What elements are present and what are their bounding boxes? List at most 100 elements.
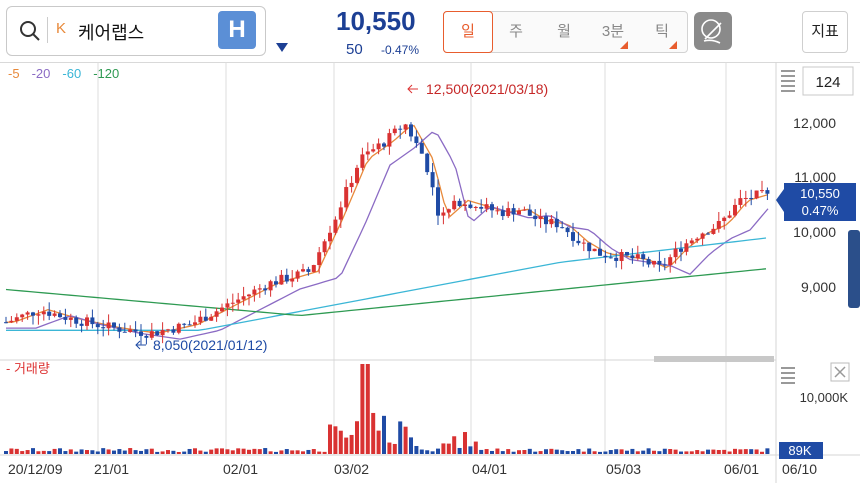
candle-body — [544, 216, 548, 225]
volume-current-tag: 89K — [779, 442, 823, 459]
tab-3min[interactable]: 3분 — [601, 23, 625, 40]
candle-body — [614, 257, 619, 261]
candle-body — [365, 151, 370, 155]
volume-bar — [457, 447, 462, 454]
candle-body — [679, 248, 683, 252]
volume-bar — [452, 436, 457, 454]
volume-bar — [247, 449, 251, 454]
tab-tick[interactable]: 틱 — [655, 23, 669, 40]
price-chart[interactable]: 124 12,000 11,000 10,000 9,000 10,550 0.… — [0, 62, 860, 483]
candle-body — [133, 329, 138, 332]
menu-lines-icon[interactable] — [781, 367, 795, 384]
volume-bar — [571, 451, 575, 454]
volume-bar — [333, 426, 338, 454]
volume-bar — [743, 449, 748, 454]
candle-body — [376, 143, 381, 150]
candle-body — [301, 269, 305, 272]
candle-body — [31, 312, 35, 316]
volume-bar — [538, 451, 543, 454]
volume-bar — [365, 364, 370, 454]
volume-bar — [733, 448, 737, 454]
candle-body — [560, 227, 565, 229]
chart-scrollbar[interactable] — [654, 356, 774, 362]
candle-body — [225, 303, 230, 308]
volume-bar — [479, 449, 484, 454]
current-price-tag: 10,550 0.47% — [776, 183, 856, 221]
volume-bar — [565, 451, 570, 454]
volume-bar — [214, 448, 219, 454]
tab-month[interactable]: 월 — [557, 23, 571, 40]
volume-bar — [382, 415, 386, 454]
drawing-tool-button[interactable] — [694, 12, 732, 50]
candle-body — [517, 210, 521, 215]
candle-body — [765, 190, 770, 194]
candle-body — [209, 316, 214, 321]
candle-body — [479, 206, 484, 209]
volume-bar — [500, 451, 505, 454]
candle-body — [85, 317, 89, 326]
tab-week[interactable]: 주 — [509, 23, 523, 40]
candle-body — [311, 265, 316, 272]
candle-body — [284, 274, 289, 282]
candle-body — [398, 128, 403, 130]
candle-body — [317, 252, 322, 266]
candle-body — [495, 210, 500, 212]
volume-bar — [203, 451, 208, 454]
volume-bar — [522, 450, 527, 454]
candle-body — [101, 327, 106, 329]
candle-body — [58, 313, 62, 318]
volume-bar — [544, 449, 548, 454]
candle-body — [220, 307, 224, 312]
candle-body — [592, 248, 597, 252]
candle-body — [63, 317, 68, 320]
volume-bar — [306, 449, 311, 454]
indicator-button[interactable]: 지표 — [802, 11, 848, 53]
volume-bar — [344, 437, 349, 454]
stock-name: 케어랩스 — [78, 23, 145, 43]
tab-day[interactable]: 일 — [443, 11, 493, 53]
market-badge: K — [56, 20, 67, 37]
candle-body — [463, 204, 467, 207]
candle-body — [662, 264, 667, 266]
candle-body — [473, 206, 478, 208]
svg-text:0.47%: 0.47% — [802, 203, 839, 218]
candle-body — [538, 216, 543, 220]
volume-bar — [749, 449, 754, 454]
volume-bar — [711, 449, 716, 454]
candle-body — [527, 209, 532, 216]
volume-bar — [592, 451, 597, 454]
volume-bar — [144, 449, 149, 454]
candle-body — [457, 200, 462, 207]
volume-bar — [722, 449, 727, 454]
date-label: 04/01 — [472, 461, 507, 477]
date-label: 02/01 — [223, 461, 258, 477]
volume-bar — [635, 451, 640, 454]
volume-bar — [419, 449, 424, 454]
volume-bar — [652, 450, 656, 454]
candle-body — [684, 243, 689, 252]
candle-body — [760, 190, 764, 192]
zoom-control[interactable]: 124 — [781, 66, 854, 96]
candle-body — [171, 329, 176, 333]
candle-body — [128, 329, 133, 333]
volume-bar — [727, 451, 732, 454]
close-icon[interactable] — [830, 362, 850, 382]
price-change-rate: -0.47% — [381, 43, 420, 57]
candle-body — [328, 232, 332, 242]
volume-bar — [160, 451, 165, 454]
volume-bar — [122, 450, 127, 454]
candle-body — [166, 329, 170, 331]
candle-body — [382, 143, 386, 147]
candle-body — [333, 219, 338, 233]
volume-bar — [403, 426, 408, 454]
date-axis: 20/12/09 21/01 02/01 03/02 04/01 05/03 0… — [8, 461, 817, 477]
side-panel-handle[interactable] — [848, 230, 860, 308]
h-button[interactable]: H — [218, 11, 256, 49]
volume-bar — [14, 448, 19, 454]
volume-bar — [495, 448, 500, 454]
volume-bar — [349, 434, 354, 454]
candle-body — [25, 312, 30, 315]
dropdown-triangle-icon[interactable] — [275, 42, 289, 54]
candle-body — [295, 271, 300, 279]
volume-legend: - 거래량 — [6, 361, 50, 376]
